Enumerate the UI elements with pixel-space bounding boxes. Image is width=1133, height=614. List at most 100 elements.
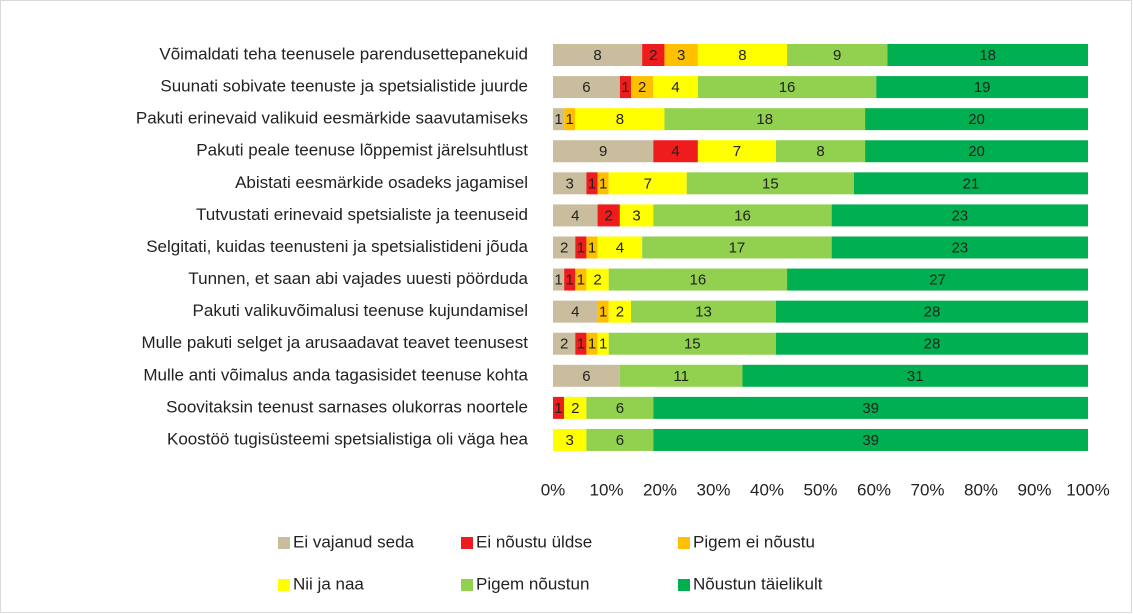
bar-segment — [553, 428, 587, 451]
x-tick-label: 90% — [1017, 480, 1051, 499]
data-label: 18 — [979, 47, 996, 64]
legend-label: Pigem nõustun — [476, 574, 589, 593]
bar-segment — [653, 396, 1088, 419]
bar-segment — [775, 300, 1088, 323]
bar-segment — [597, 172, 609, 195]
x-tick-label: 20% — [643, 480, 677, 499]
bar-segment — [664, 108, 866, 131]
bar-segment — [564, 396, 587, 419]
data-label: 1 — [588, 239, 596, 256]
bar-segment — [887, 44, 1088, 66]
bar-segment — [787, 268, 1088, 291]
data-label: 28 — [924, 336, 941, 353]
y-tick-label: Pakuti valikuvõimalusi teenuse kujundami… — [193, 301, 528, 320]
data-label: 15 — [762, 175, 779, 192]
bar-segment — [575, 268, 587, 291]
data-label: 23 — [951, 239, 968, 256]
bar-segment — [608, 332, 776, 355]
bar-segment — [619, 204, 654, 227]
legend-swatch — [678, 579, 690, 591]
y-tick-label: Tutvustati erinevaid spetsialiste ja tee… — [196, 205, 528, 224]
y-tick-label: Pakuti peale teenuse lõppemist järelsuht… — [196, 141, 528, 160]
bar-segment — [553, 396, 565, 419]
bar-segment — [775, 332, 1088, 355]
bar-segment — [586, 332, 598, 355]
bar-segment — [553, 172, 587, 195]
data-label: 3 — [677, 47, 685, 64]
legend-label: Ei nõustu üldse — [476, 532, 592, 551]
bar-segment — [653, 428, 1088, 451]
bar-segment — [697, 140, 776, 163]
bar-segment — [553, 236, 576, 259]
bar-segment — [575, 332, 587, 355]
bar-segment — [564, 268, 576, 291]
legend-label: Nõustun täielikult — [693, 574, 823, 593]
bar-segment — [686, 172, 854, 195]
data-label: 1 — [577, 272, 585, 289]
bar-segment — [553, 332, 576, 355]
data-label: 4 — [571, 304, 579, 321]
legend-label: Pigem ei nõustu — [693, 532, 815, 551]
bar-segment — [608, 300, 632, 323]
data-label: 39 — [862, 432, 879, 449]
data-label: 11 — [673, 368, 689, 385]
data-label: 3 — [632, 207, 640, 224]
data-label: 8 — [738, 47, 746, 64]
data-label: 6 — [616, 432, 624, 449]
data-label: 2 — [616, 304, 624, 321]
data-label: 2 — [560, 239, 568, 256]
data-label: 1 — [566, 272, 574, 289]
data-label: 8 — [616, 111, 624, 128]
bar-segment — [787, 44, 888, 66]
bar-segment — [697, 76, 877, 99]
bar-segment — [865, 108, 1088, 131]
data-label: 1 — [588, 175, 596, 192]
bar-segment — [586, 268, 609, 291]
data-label: 13 — [695, 304, 712, 321]
bar-segment — [608, 268, 788, 291]
x-tick-label: 30% — [696, 480, 730, 499]
bar-segment — [553, 140, 654, 163]
bar-segment — [631, 300, 776, 323]
bar-segment — [831, 204, 1088, 227]
bar-segment — [597, 332, 609, 355]
data-label: 6 — [616, 400, 624, 417]
legend-swatch — [461, 537, 473, 549]
data-label: 1 — [577, 336, 585, 353]
x-tick-label: 70% — [910, 480, 944, 499]
data-label: 4 — [616, 239, 624, 256]
data-label: 20 — [968, 143, 985, 160]
bar-segment — [664, 44, 698, 66]
data-label: 23 — [951, 207, 968, 224]
data-label: 7 — [733, 143, 741, 160]
bar-segment — [653, 76, 698, 99]
data-label: 2 — [571, 400, 579, 417]
data-label: 21 — [963, 175, 980, 192]
data-label: 9 — [833, 47, 841, 64]
legend-swatch — [278, 537, 290, 549]
bar-segment — [742, 364, 1088, 387]
data-label: 3 — [566, 175, 574, 192]
data-label: 6 — [582, 368, 590, 385]
data-label: 2 — [638, 79, 646, 96]
bar-segment — [775, 140, 866, 163]
data-label: 18 — [756, 111, 773, 128]
data-label: 8 — [816, 143, 824, 160]
bar-segment — [586, 172, 598, 195]
data-label: 28 — [924, 304, 941, 321]
y-tick-label: Soovitaksin teenust sarnases olukorras n… — [166, 397, 528, 416]
bar-segment — [642, 236, 832, 259]
data-label: 17 — [729, 239, 746, 256]
bar-segment — [865, 140, 1088, 163]
bar-segment — [553, 108, 565, 131]
bar-segment — [586, 396, 654, 419]
data-label: 8 — [593, 47, 601, 64]
data-label: 1 — [621, 79, 629, 96]
data-label: 2 — [605, 207, 613, 224]
data-label: 16 — [690, 272, 707, 289]
y-tick-label: Mulle pakuti selget ja arusaadavat teave… — [141, 333, 528, 352]
bar-segment — [575, 108, 665, 131]
data-label: 15 — [684, 336, 701, 353]
